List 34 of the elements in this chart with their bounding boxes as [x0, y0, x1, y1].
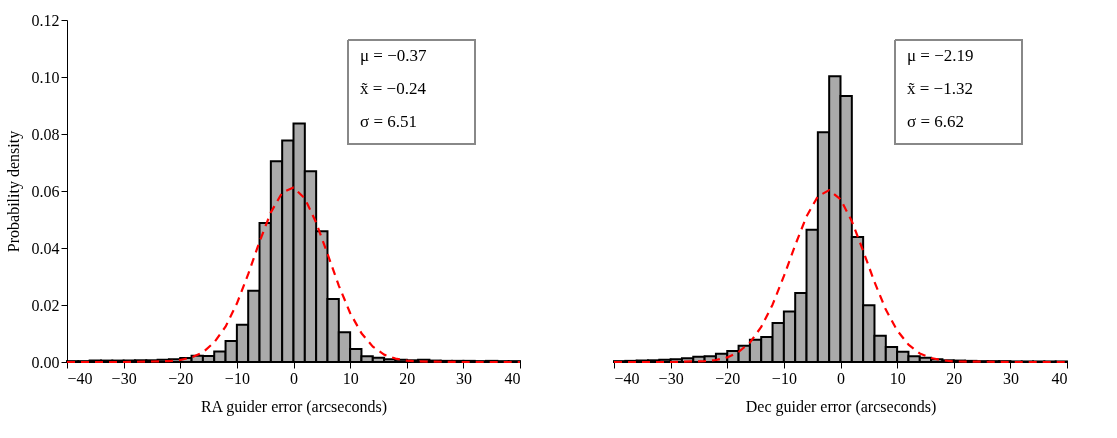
x-tick-label: 20 — [399, 369, 416, 387]
y-tick-label: 0.00 — [31, 353, 60, 371]
x-tick-label: 20 — [946, 369, 963, 387]
x-tick-label: −30 — [111, 369, 137, 387]
annotation: x̃ = −0.24 — [360, 79, 427, 98]
x-axis-title: RA guider error (arcseconds) — [200, 397, 388, 416]
annotation: x̃ = −1.32 — [907, 79, 973, 98]
annotation: σ = 6.62 — [907, 112, 965, 131]
y-tick-label: 0.04 — [31, 239, 60, 257]
x-tick-label: 0 — [290, 369, 298, 387]
x-tick-label: −40 — [67, 369, 93, 387]
x-tick-label: −40 — [614, 369, 640, 387]
y-axis-title: Probability density — [4, 130, 23, 253]
y-tick-label: 0.08 — [31, 125, 60, 143]
y-tick-label: 0.02 — [31, 296, 60, 314]
x-tick-label: 10 — [342, 369, 359, 387]
x-tick-label: −20 — [715, 369, 741, 387]
annotation: μ = −0.37 — [360, 46, 428, 65]
y-tick-label: 0.10 — [31, 68, 60, 86]
x-tick-label: −10 — [224, 369, 250, 387]
annotation: μ = −2.19 — [907, 46, 974, 65]
x-tick-label: −20 — [168, 369, 194, 387]
x-tick-label: 30 — [455, 369, 472, 387]
x-tick-label: 0 — [837, 369, 845, 387]
x-tick-label: 40 — [1051, 369, 1068, 387]
x-axis-title: Dec guider error (arcseconds) — [745, 397, 937, 416]
y-tick-label: 0.06 — [31, 182, 60, 200]
x-tick-label: 10 — [889, 369, 906, 387]
x-tick-label: 30 — [1002, 369, 1019, 387]
annotation: σ = 6.51 — [360, 112, 418, 131]
x-tick-label: −30 — [658, 369, 684, 387]
y-tick-label: 0.12 — [31, 11, 60, 29]
x-tick-label: −10 — [771, 369, 797, 387]
x-tick-label: 40 — [504, 369, 521, 387]
